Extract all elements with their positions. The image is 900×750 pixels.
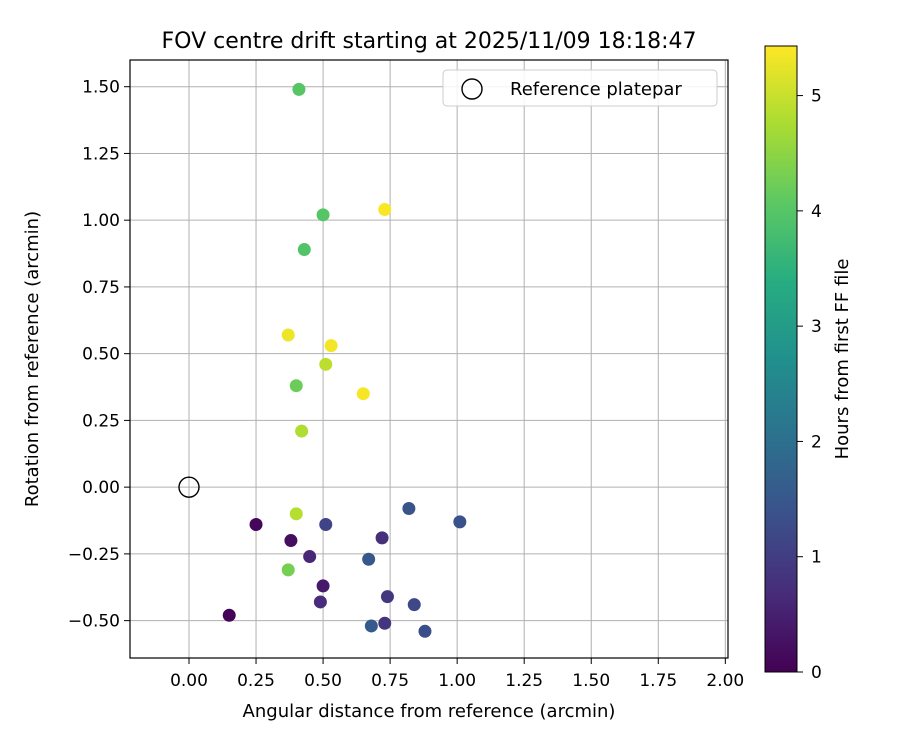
scatter-point xyxy=(316,579,330,593)
x-tick-label: 1.50 xyxy=(572,671,610,691)
colorbar-label: Hours from first FF file xyxy=(832,259,853,460)
scatter-point xyxy=(364,619,378,633)
scatter-point xyxy=(295,424,309,438)
y-tick-label: −0.25 xyxy=(68,545,120,565)
x-axis-label: Angular distance from reference (arcmin) xyxy=(243,701,616,722)
colorbar-ticks: 0 1 2 3 4 5 xyxy=(797,87,822,683)
scatter-point xyxy=(292,82,306,96)
scatter-point xyxy=(418,624,432,638)
plot-frame xyxy=(129,59,729,659)
scatter-point xyxy=(316,208,330,222)
scatter-point xyxy=(289,379,303,393)
x-tick-label: 1.75 xyxy=(639,671,677,691)
scatter-point xyxy=(289,507,303,521)
legend-reference-marker xyxy=(461,78,483,100)
chart-title: FOV centre drift starting at 2025/11/09 … xyxy=(162,29,697,54)
y-tick-label: 1.25 xyxy=(82,144,120,164)
scatter-point xyxy=(281,563,295,577)
colorbar: 0 1 2 3 4 5 Hours from first FF file xyxy=(764,45,853,683)
scatter-point xyxy=(313,595,327,609)
y-tick-label: 0.75 xyxy=(82,278,120,298)
colorbar-tick-label: 1 xyxy=(811,548,822,568)
colorbar-tick-label: 5 xyxy=(811,87,822,107)
scatter-point xyxy=(407,598,421,612)
y-tick-label: 0.50 xyxy=(82,345,120,365)
scatter-point xyxy=(402,502,416,515)
colorbar-tick-label: 0 xyxy=(811,663,822,683)
y-tick-label: −0.50 xyxy=(68,612,120,632)
legend: Reference platepar xyxy=(442,69,718,107)
scatter-point xyxy=(453,515,467,529)
scatter-point xyxy=(362,552,376,566)
x-tick-label: 0.75 xyxy=(371,671,409,691)
scatter-point xyxy=(284,534,298,548)
scatter-point xyxy=(222,608,236,622)
colorbar-tick-label: 3 xyxy=(811,317,822,337)
scatter-point xyxy=(378,203,392,216)
legend-entry-label: Reference platepar xyxy=(510,79,682,100)
y-axis-label: Rotation from reference (arcmin) xyxy=(22,211,43,507)
x-tick-label: 1.00 xyxy=(438,671,476,691)
scatter-point xyxy=(324,339,338,353)
scatter-point xyxy=(380,590,394,604)
y-tick-label: 0.00 xyxy=(82,478,120,498)
scatter-point xyxy=(281,328,295,342)
scatter-point xyxy=(356,387,370,401)
y-tick-label: 1.00 xyxy=(82,211,120,231)
x-tick-label: 1.25 xyxy=(505,671,543,691)
scatter-point xyxy=(375,531,389,545)
colorbar-tick-label: 4 xyxy=(811,202,822,222)
legend-box xyxy=(442,69,718,107)
scatter-point xyxy=(249,518,263,532)
reference-platepar-marker xyxy=(178,476,200,498)
scatter-point xyxy=(319,357,333,371)
x-tick-label: 0.00 xyxy=(170,671,208,691)
axis-ticks: 0.00 0.25 0.50 0.75 1.00 1.25 1.50 1.75 2.00 −0.5… xyxy=(68,78,744,691)
colorbar-gradient xyxy=(764,45,798,673)
y-tick-label: 1.50 xyxy=(82,78,120,98)
x-tick-label: 0.50 xyxy=(304,671,342,691)
scatter-point xyxy=(378,616,392,630)
x-tick-label: 0.25 xyxy=(237,671,275,691)
scatter-point xyxy=(303,550,317,564)
scatter-points xyxy=(178,82,467,638)
scatter-point xyxy=(319,518,333,532)
scatter-point xyxy=(297,243,311,257)
x-tick-label: 2.00 xyxy=(706,671,744,691)
y-tick-label: 0.25 xyxy=(82,411,120,431)
colorbar-tick-label: 2 xyxy=(811,432,822,452)
grid-lines xyxy=(130,60,728,658)
